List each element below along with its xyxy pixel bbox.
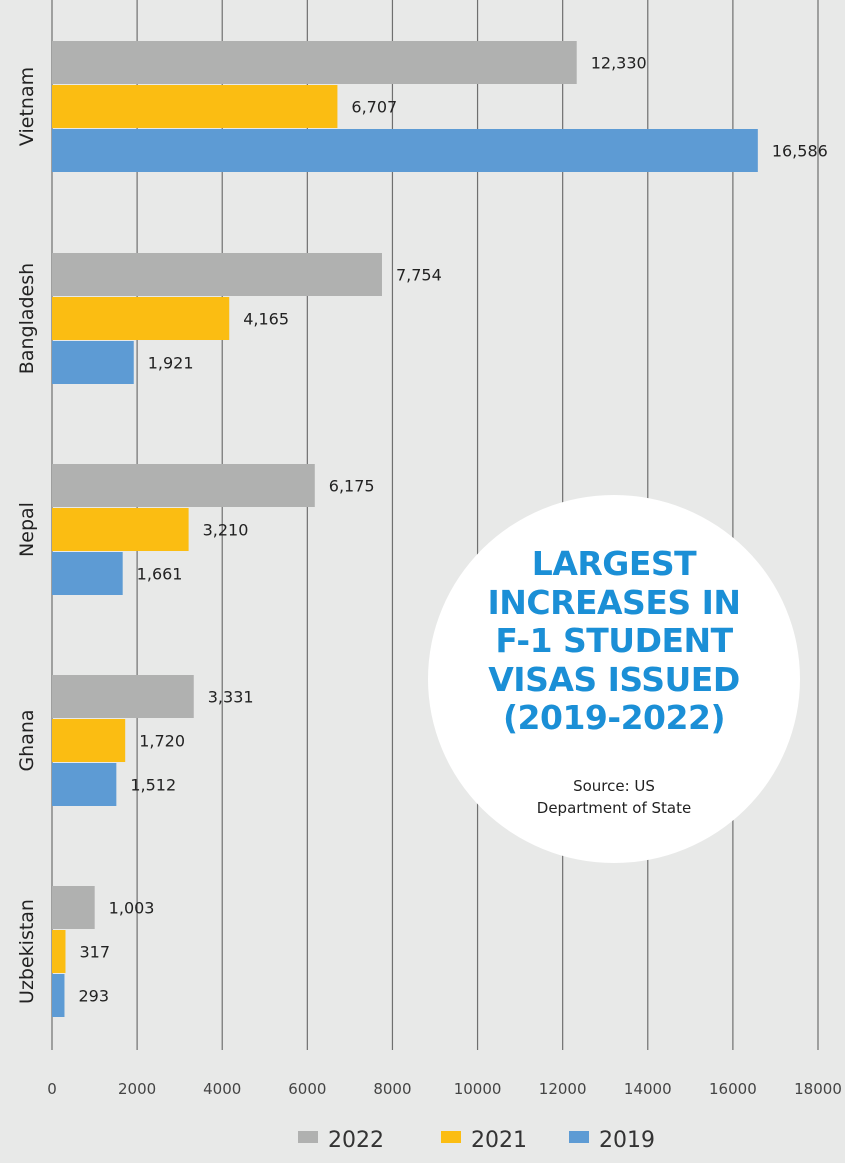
bar-ghana-2021 <box>52 719 126 762</box>
x-tick-label: 6000 <box>288 1080 326 1098</box>
bar-nepal-2019 <box>52 552 123 595</box>
bar-uzbekistan-2019 <box>52 974 65 1017</box>
x-tick-label: 14000 <box>624 1080 672 1098</box>
x-tick-label: 2000 <box>118 1080 156 1098</box>
bar-ghana-2019 <box>52 763 117 806</box>
value-label: 6,707 <box>351 98 397 117</box>
value-label: 1,512 <box>130 776 176 795</box>
legend-label-2021: 2021 <box>471 1128 527 1153</box>
value-label: 12,330 <box>591 54 647 73</box>
bar-nepal-2022 <box>52 464 315 507</box>
category-label: Uzbekistan <box>16 899 38 1004</box>
bar-vietnam-2022 <box>52 41 577 84</box>
value-label: 293 <box>78 987 109 1006</box>
bar-nepal-2021 <box>52 508 189 551</box>
bar-bangladesh-2019 <box>52 341 134 384</box>
bar-bangladesh-2022 <box>52 253 382 296</box>
category-label: Ghana <box>16 709 38 771</box>
gridlines <box>51 0 819 1050</box>
x-tick-label: 4000 <box>203 1080 241 1098</box>
category-label: Vietnam <box>16 67 38 146</box>
legend-swatch-2019 <box>569 1131 589 1143</box>
bar-ghana-2022 <box>52 675 194 718</box>
bar-uzbekistan-2022 <box>52 886 95 929</box>
legend-swatch-2022 <box>298 1131 318 1143</box>
bar-vietnam-2019 <box>52 129 758 172</box>
value-label: 16,586 <box>772 142 828 161</box>
legend-swatch-2021 <box>441 1131 461 1143</box>
x-tick-label: 10000 <box>454 1080 502 1098</box>
title-callout: LARGEST INCREASES IN F-1 STUDENT VISAS I… <box>428 495 800 863</box>
bar-vietnam-2021 <box>52 85 338 128</box>
bar-uzbekistan-2021 <box>52 930 66 973</box>
value-label: 1,661 <box>137 565 183 584</box>
source-note: Source: US Department of State <box>536 777 692 817</box>
legend: 2022 2021 2019 <box>298 1128 655 1153</box>
value-label: 3,210 <box>203 521 249 540</box>
category-label: Bangladesh <box>16 263 38 374</box>
value-label: 6,175 <box>329 477 375 496</box>
chart-title: LARGEST INCREASES IN F-1 STUDENT VISAS I… <box>487 544 741 737</box>
value-labels: 12,330 6,707 16,586 7,754 4,165 1,921 6,175 3,2… <box>78 54 827 1006</box>
value-label: 7,754 <box>396 266 442 285</box>
value-label: 1,003 <box>109 899 155 918</box>
bar-bangladesh-2021 <box>52 297 230 340</box>
x-axis-tick-labels: 0 2000 4000 6000 8000 10000 12000 14000 16000 180… <box>47 1080 842 1098</box>
bars <box>52 41 758 1017</box>
value-label: 1,720 <box>139 732 185 751</box>
x-tick-label: 12000 <box>539 1080 587 1098</box>
category-labels: Vietnam Bangladesh Nepal Ghana Uzbekistan <box>16 67 38 1004</box>
category-label: Nepal <box>16 502 38 557</box>
value-label: 1,921 <box>148 354 194 373</box>
legend-label-2019: 2019 <box>599 1128 655 1153</box>
value-label: 4,165 <box>243 310 289 329</box>
x-tick-label: 18000 <box>794 1080 842 1098</box>
x-tick-label: 8000 <box>373 1080 411 1098</box>
value-label: 317 <box>79 943 110 962</box>
x-tick-label: 16000 <box>709 1080 757 1098</box>
x-tick-label: 0 <box>47 1080 57 1098</box>
legend-label-2022: 2022 <box>328 1128 384 1153</box>
value-label: 3,331 <box>208 688 254 707</box>
